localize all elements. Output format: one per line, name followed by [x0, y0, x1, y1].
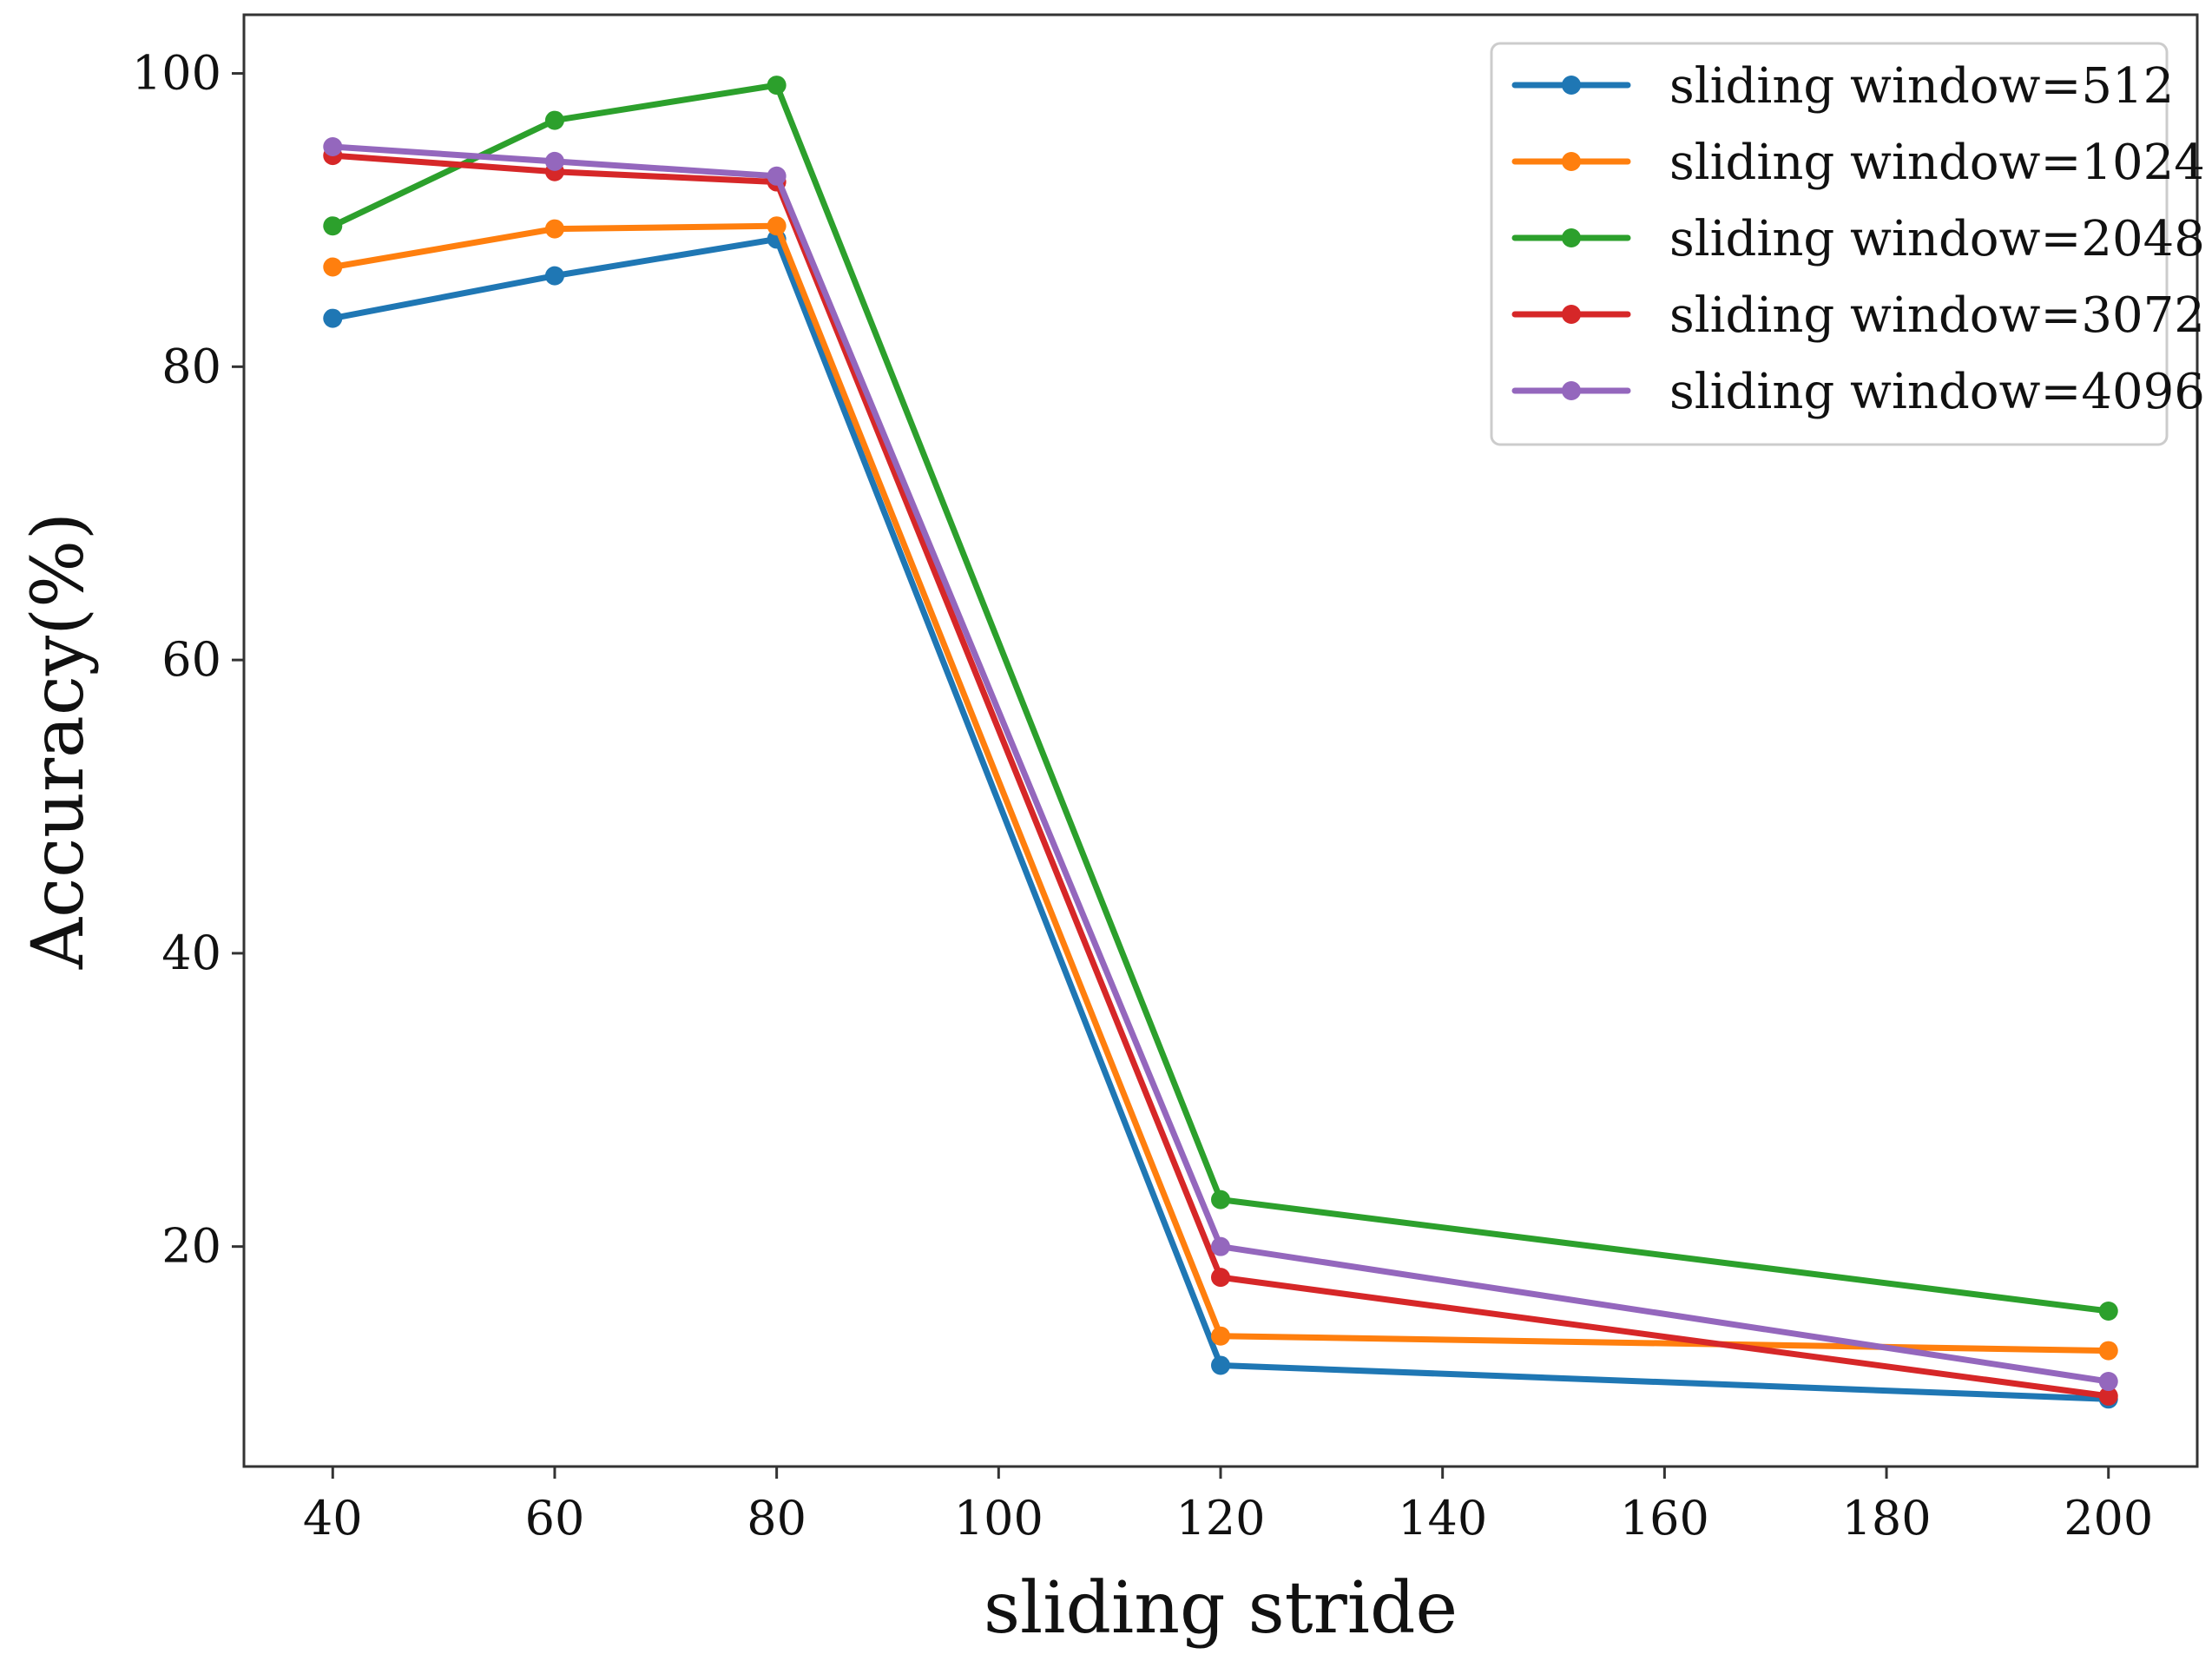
data-point: [544, 266, 564, 286]
y-tick-label: 20: [161, 1219, 221, 1274]
legend-marker: [1562, 381, 1581, 400]
y-axis: 20 40 60 80 100: [132, 46, 244, 1274]
data-point: [1211, 1236, 1230, 1256]
legend-marker: [1562, 152, 1581, 171]
x-tick-label: 200: [2064, 1491, 2153, 1546]
legend-item: sliding window=4096: [1511, 364, 2205, 420]
data-point: [2098, 1301, 2118, 1321]
legend-item: sliding window=2048: [1511, 211, 2205, 267]
data-point: [1211, 1268, 1230, 1288]
legend-label: sliding window=1024: [1669, 135, 2205, 191]
legend-marker: [1562, 305, 1581, 324]
legend-label: sliding window=512: [1669, 58, 2174, 115]
data-point: [1211, 1326, 1230, 1346]
legend-box: [1490, 42, 2169, 446]
data-point: [1211, 1190, 1230, 1209]
legend-item: sliding window=3072: [1511, 287, 2205, 344]
series-5: [323, 137, 2118, 1392]
legend-label: sliding window=2048: [1669, 211, 2205, 267]
legend-item: sliding window=1024: [1511, 135, 2205, 191]
x-tick-label: 80: [747, 1491, 806, 1546]
y-tick-label: 100: [132, 46, 221, 101]
series-2: [323, 216, 2118, 1361]
y-tick-label: 40: [161, 926, 221, 980]
legend-label: sliding window=4096: [1669, 364, 2205, 420]
data-point: [2098, 1386, 2118, 1406]
legend-items: sliding window=512 sliding window=1024 sli…: [1511, 58, 2205, 420]
data-point: [2098, 1341, 2118, 1361]
data-point: [767, 216, 787, 236]
data-point: [544, 110, 564, 130]
y-tick-label: 80: [161, 339, 221, 393]
data-point: [767, 166, 787, 186]
legend-label: sliding window=3072: [1669, 287, 2205, 344]
data-point: [323, 257, 343, 277]
x-tick-label: 180: [1842, 1491, 1932, 1546]
x-axis: 40 60 80 100 120 140 160 180 200: [303, 1467, 2153, 1546]
x-tick-label: 40: [303, 1491, 363, 1546]
legend-item: sliding window=512: [1511, 58, 2174, 115]
legend: sliding window=512 sliding window=1024 sli…: [1490, 42, 2205, 446]
x-tick-label: 120: [1175, 1491, 1265, 1546]
legend-marker: [1562, 76, 1581, 95]
x-tick-label: 60: [525, 1491, 585, 1546]
data-point: [323, 137, 343, 156]
legend-marker: [1562, 228, 1581, 247]
data-point: [323, 216, 343, 236]
data-point: [323, 308, 343, 328]
data-point: [1211, 1355, 1230, 1375]
x-axis-title: sliding stride: [984, 1567, 1458, 1650]
x-tick-label: 140: [1398, 1491, 1487, 1546]
data-point: [544, 219, 564, 239]
data-point: [2098, 1372, 2118, 1392]
x-tick-label: 160: [1620, 1491, 1709, 1546]
x-tick-label: 100: [954, 1491, 1043, 1546]
y-axis-title: Accuracy(%): [17, 512, 100, 970]
data-point: [544, 151, 564, 171]
series-layer: [323, 76, 2118, 1409]
data-point: [767, 76, 787, 96]
y-tick-label: 60: [161, 632, 221, 687]
